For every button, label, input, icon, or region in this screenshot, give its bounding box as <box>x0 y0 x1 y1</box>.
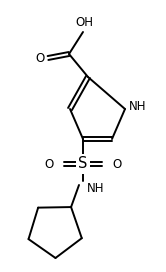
Text: O: O <box>44 157 54 171</box>
Text: O: O <box>35 51 45 64</box>
Text: NH: NH <box>87 181 105 194</box>
Text: NH: NH <box>129 100 147 113</box>
Text: S: S <box>78 156 88 172</box>
Text: O: O <box>112 157 122 171</box>
Text: OH: OH <box>75 17 93 29</box>
